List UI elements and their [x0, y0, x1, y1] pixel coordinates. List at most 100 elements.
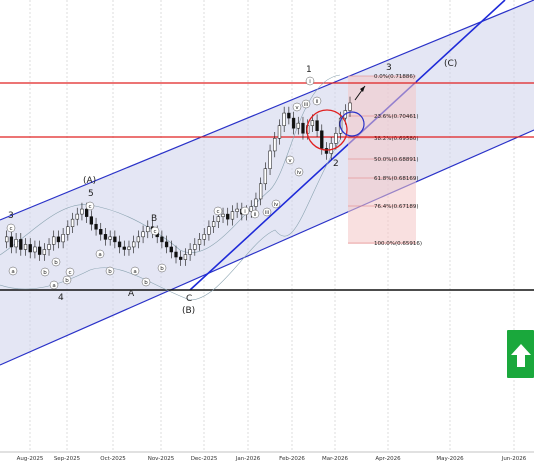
sub-wave-label: v	[288, 158, 292, 164]
candle-body	[103, 234, 108, 240]
sub-wave-marker: b	[105, 266, 115, 276]
envelope-bands	[0, 74, 341, 301]
candle-body	[113, 236, 117, 243]
candle-body	[146, 226, 150, 233]
sub-wave-marker: c	[150, 226, 160, 236]
candle-body	[273, 138, 277, 152]
candle-body	[296, 122, 300, 129]
candle-body	[193, 244, 197, 250]
candle-body	[117, 241, 122, 248]
wave-label: 1	[306, 65, 312, 75]
sub-wave-label: c	[216, 209, 219, 215]
sub-wave-label: a	[52, 283, 55, 289]
wave-label: 3	[386, 63, 392, 73]
sub-wave-marker: i	[240, 206, 250, 216]
fib-level-label: 0.0%(0.71886)	[374, 74, 415, 80]
candle-body	[329, 143, 333, 154]
wave-label: (B)	[182, 306, 195, 316]
candle-body	[99, 229, 103, 235]
candle-body	[75, 213, 79, 220]
candle-body	[282, 112, 286, 126]
sub-wave-marker: ii	[250, 209, 260, 219]
candle-body	[258, 183, 263, 200]
sub-wave-label: b	[160, 266, 164, 272]
x-tick-label: Feb-2026	[279, 456, 305, 462]
fib-level-label: 61.8%(0.68169)	[374, 176, 419, 182]
sub-wave-marker: b	[141, 277, 151, 287]
fib-zone	[348, 76, 416, 244]
projection-arrow-head	[360, 86, 365, 92]
sub-wave-marker: c	[65, 267, 75, 277]
trend-line	[189, 0, 506, 291]
x-tick-label: Jun-2026	[501, 456, 527, 462]
sub-wave-marker: iv	[294, 167, 304, 177]
candle-body	[315, 120, 319, 131]
sub-wave-label: ii	[315, 99, 319, 105]
sub-wave-marker: b	[51, 257, 61, 267]
candle-body	[52, 236, 56, 245]
sub-wave-label: i	[244, 209, 246, 215]
sub-wave-marker: iii	[301, 99, 311, 109]
candle-body	[301, 122, 305, 134]
candle-body	[61, 234, 65, 243]
sub-wave-marker: ii	[312, 96, 322, 106]
sub-wave-label: c	[68, 270, 71, 276]
wave-label: 5	[88, 189, 94, 199]
candle-body	[9, 236, 14, 248]
sub-wave-label: b	[108, 269, 112, 275]
sub-wave-marker: iv	[271, 199, 281, 209]
channel-upper-line	[0, 0, 534, 221]
candle-body	[183, 254, 188, 260]
sub-wave-label: b	[65, 278, 69, 284]
candle-body	[334, 133, 338, 144]
candle-body	[268, 150, 272, 169]
wave-labels: 3 (A) 5 B 4 A C (B) 1 2 3 (C)	[8, 59, 457, 316]
candle-body	[249, 206, 253, 212]
candle-body	[291, 117, 296, 129]
sub-wave-marker: b	[157, 263, 167, 273]
x-tick-label: Aug-2025	[17, 456, 44, 462]
candle-body	[235, 208, 239, 212]
sub-wave-marker: c	[6, 223, 16, 233]
candle-body	[188, 249, 192, 255]
candle-body	[89, 216, 94, 225]
wave-label: B	[151, 214, 157, 224]
sub-wave-marker: c	[85, 201, 95, 211]
candle-body	[202, 234, 206, 240]
sub-wave-label: a	[133, 269, 136, 275]
wave-label: 4	[58, 293, 64, 303]
fib-level-label: 38.2%(0.69580)	[374, 136, 419, 142]
candle-body	[84, 208, 89, 217]
wave-label: (C)	[444, 59, 457, 69]
candle-body	[47, 244, 51, 250]
sub-wave-label: c	[153, 229, 156, 235]
buy-signal-button[interactable]	[507, 330, 534, 378]
candle-body	[14, 239, 18, 248]
candle-body	[122, 246, 126, 250]
wave-label: (A)	[83, 176, 96, 186]
candle-body	[230, 211, 235, 220]
x-tick-label: Jan-2026	[235, 456, 261, 462]
candle-body	[28, 244, 32, 253]
sub-wave-label: iii	[304, 102, 309, 108]
sub-wave-label: i	[309, 79, 311, 85]
fib-level-label: 50.0%(0.68891)	[374, 157, 419, 163]
candle-body	[211, 221, 216, 227]
sub-wave-label: a	[98, 252, 101, 258]
channel-lower-line	[0, 129, 534, 366]
candle-body	[33, 246, 37, 253]
candle-body	[310, 120, 315, 126]
x-tick-label: Mar-2026	[322, 456, 349, 462]
sub-wave-label: v	[295, 105, 299, 111]
candle-body	[19, 239, 23, 250]
sub-wave-marker: v	[285, 155, 295, 165]
sub-wave-label: c	[88, 204, 91, 210]
sub-wave-label: iii	[265, 210, 270, 216]
candle-body	[324, 148, 329, 154]
wave-label: C	[186, 294, 192, 304]
wave-label: 2	[333, 159, 339, 169]
fib-level-label: 76.4%(0.67189)	[374, 204, 419, 210]
x-tick-label: Dec-2025	[191, 456, 218, 462]
